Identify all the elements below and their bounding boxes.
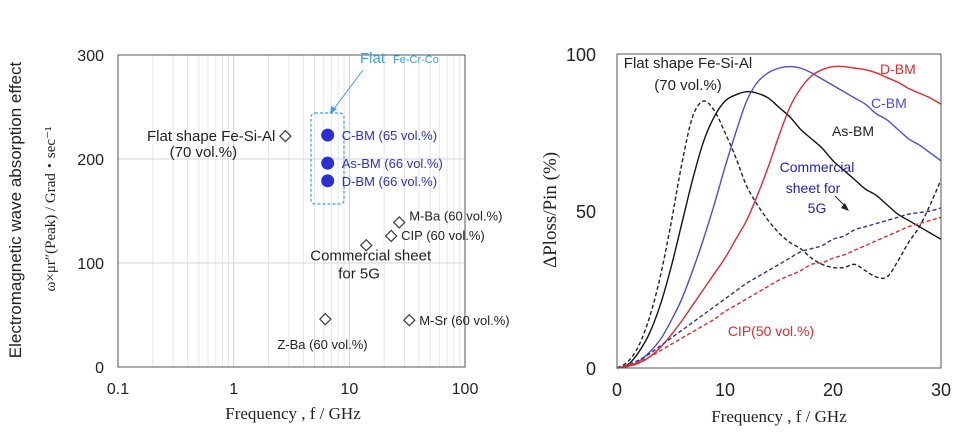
left-x-tick-label: 10 [340, 381, 358, 398]
left-x-tick-label: 1 [229, 381, 238, 398]
left-y-tick-label: 200 [77, 152, 104, 169]
flat-label: Flat [360, 50, 386, 67]
flat-fecrco-label: Fe-Cr-Co [393, 54, 439, 66]
reference-diamond-point [402, 313, 416, 327]
left-x-tick-label: 0.1 [107, 381, 129, 398]
left-point-labels: C-BM (65 vol.%) As-BM (66 vol.%) D-BM (66 … [147, 128, 510, 352]
series-label: Commercial [780, 159, 855, 175]
series-label: C-BM [871, 95, 907, 111]
left-inner-ylabel: ω×μr″(Peak) / Grad・sec⁻¹ [43, 127, 59, 292]
left-points [278, 128, 416, 327]
right-x-tick-label: 0 [612, 380, 622, 400]
series-line [616, 207, 942, 369]
flat-fecrco-highlight-box [310, 112, 345, 205]
left-outer-ylabel: Electromagnetic wave absorption effect [6, 62, 25, 359]
left-point-label: As-BM (66 vol.%) [342, 156, 443, 171]
reference-diamond-point [359, 238, 373, 252]
right-y-tick-label: 100 [566, 45, 596, 65]
right-y-tick-label: 50 [576, 202, 596, 222]
reference-diamond-point [278, 129, 292, 143]
right-x-ticks: 0 10 20 30 [612, 380, 951, 400]
right-x-tick-label: 10 [715, 380, 735, 400]
series-line [616, 90, 942, 369]
flat-fecrco-point [321, 156, 335, 170]
right-plot-frame [616, 53, 942, 369]
right-series-labels: Flat shape Fe-Si-Al (70 vol.%) As-BM C-BM D-… [624, 55, 916, 339]
left-scatter-chart: 0 100 200 300 0.1 1 10 100 Electromagnetic wav… [6, 48, 510, 423]
right-y-ticks: 0 50 100 [566, 45, 596, 379]
left-y-ticks: 0 100 200 300 [77, 48, 104, 377]
series-label: CIP(50 vol.%) [728, 323, 814, 339]
left-point-label: Flat shape Fe-Si-Al [147, 128, 275, 145]
series-line [616, 216, 942, 369]
left-point-label: (70 vol.%) [170, 144, 238, 161]
left-point-label: D-BM (66 vol.%) [342, 174, 437, 189]
series-label: As-BM [832, 123, 874, 139]
flat-fecrco-point [321, 174, 335, 188]
reference-diamond-point [384, 229, 398, 243]
series-label: D-BM [880, 61, 916, 77]
series-label: 5G [808, 200, 827, 216]
series-label: (70 vol.%) [654, 77, 722, 94]
right-series-lines [616, 65, 942, 369]
series-line [616, 100, 942, 369]
left-point-label: Commercial sheet [310, 247, 432, 264]
left-x-tick-label: 100 [452, 381, 479, 398]
left-point-label: C-BM (65 vol.%) [342, 128, 437, 143]
flat-arrow-line [332, 69, 364, 111]
flat-arrow-head [330, 106, 337, 114]
reference-diamond-point [318, 312, 332, 326]
right-x-tick-label: 30 [931, 380, 951, 400]
right-x-tick-label: 20 [823, 380, 843, 400]
left-xlabel: Frequency , f / GHz [225, 404, 361, 423]
series-label: Flat shape Fe-Si-Al [624, 55, 752, 72]
right-xlabel: Frequency , f / GHz [711, 407, 847, 426]
series-line [616, 65, 942, 369]
right-y-tick-label: 0 [586, 359, 596, 379]
left-point-label: CIP (60 vol.%) [401, 228, 485, 243]
left-point-label: M-Sr (60 vol.%) [419, 313, 509, 328]
right-line-chart: 0 50 100 0 10 20 30 ΔPloss/Pin (%) Frequency … [540, 45, 951, 426]
left-point-label: for 5G [338, 265, 380, 282]
reference-diamond-point [392, 216, 406, 229]
left-point-label: M-Ba (60 vol.%) [409, 208, 502, 223]
commercial-arrow-head [841, 203, 849, 211]
right-ylabel: ΔPloss/Pin (%) [540, 152, 561, 268]
left-y-tick-label: 0 [95, 360, 104, 377]
flat-fecrco-point [321, 128, 335, 142]
left-plot-frame [117, 54, 466, 368]
left-x-ticks: 0.1 1 10 100 [107, 381, 479, 398]
left-y-tick-label: 300 [77, 48, 104, 65]
series-label: sheet for [786, 180, 841, 196]
left-y-tick-label: 100 [77, 256, 104, 273]
series-line [616, 65, 942, 369]
left-point-label: Z-Ba (60 vol.%) [277, 337, 367, 352]
